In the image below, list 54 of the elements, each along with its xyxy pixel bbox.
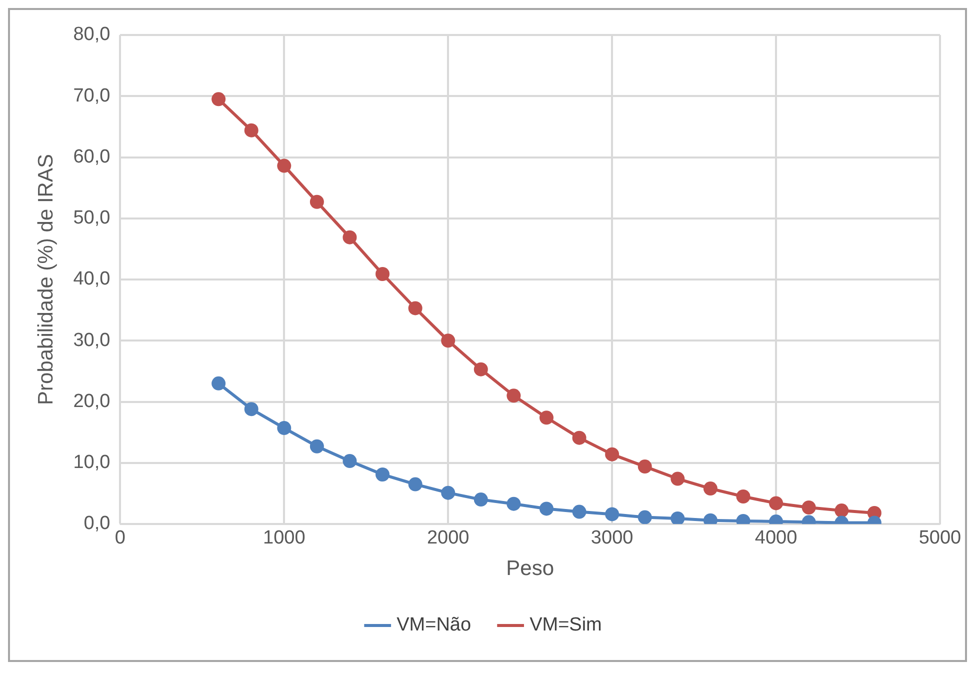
y-axis-title: Probabilidade (%) de IRAS bbox=[34, 154, 58, 405]
x-tick-label: 5000 bbox=[918, 528, 962, 549]
x-tick-label: 2000 bbox=[426, 528, 470, 549]
point bbox=[638, 510, 652, 524]
x-tick-label: 0 bbox=[114, 528, 126, 549]
legend-label: VM=Sim bbox=[530, 614, 602, 636]
point bbox=[212, 92, 226, 106]
point bbox=[703, 482, 718, 496]
point bbox=[310, 439, 324, 454]
y-tick-label: 60,0 bbox=[73, 146, 110, 168]
y-tick-label: 20,0 bbox=[73, 390, 110, 412]
point bbox=[670, 472, 685, 486]
point bbox=[802, 500, 816, 514]
x-tick-label: 4000 bbox=[754, 528, 798, 549]
legend-label: VM=Não bbox=[396, 614, 472, 636]
point bbox=[408, 301, 422, 316]
point bbox=[408, 477, 422, 492]
point bbox=[572, 504, 586, 519]
point bbox=[342, 454, 357, 468]
y-tick-label: 10,0 bbox=[73, 452, 110, 474]
y-tick-label: 50,0 bbox=[73, 208, 110, 229]
point bbox=[474, 492, 488, 507]
point bbox=[638, 460, 652, 474]
point bbox=[572, 430, 586, 445]
point bbox=[605, 447, 620, 462]
y-tick-label: 30,0 bbox=[73, 330, 110, 351]
point bbox=[244, 402, 258, 416]
point bbox=[506, 388, 521, 403]
point bbox=[441, 486, 456, 500]
x-tick-label: 3000 bbox=[590, 528, 634, 549]
point bbox=[441, 334, 456, 348]
point bbox=[342, 230, 357, 244]
point bbox=[539, 502, 554, 516]
point bbox=[506, 496, 521, 511]
point bbox=[310, 194, 324, 209]
point bbox=[670, 512, 685, 524]
point bbox=[834, 504, 849, 518]
y-tick-label: 70,0 bbox=[73, 85, 110, 106]
x-axis-title: Peso bbox=[506, 557, 554, 580]
point bbox=[605, 507, 620, 522]
point bbox=[474, 362, 488, 376]
point bbox=[769, 496, 784, 510]
y-tick-label: 40,0 bbox=[73, 268, 110, 290]
y-tick-label: 80,0 bbox=[73, 24, 110, 46]
point bbox=[539, 410, 554, 425]
point bbox=[277, 421, 292, 436]
point bbox=[212, 376, 226, 390]
point bbox=[376, 467, 390, 482]
x-tick-label: 1000 bbox=[263, 528, 306, 549]
y-tick-label: 0,0 bbox=[84, 513, 110, 534]
point bbox=[277, 158, 292, 173]
point bbox=[376, 267, 390, 281]
point bbox=[736, 489, 750, 504]
point bbox=[244, 123, 258, 138]
